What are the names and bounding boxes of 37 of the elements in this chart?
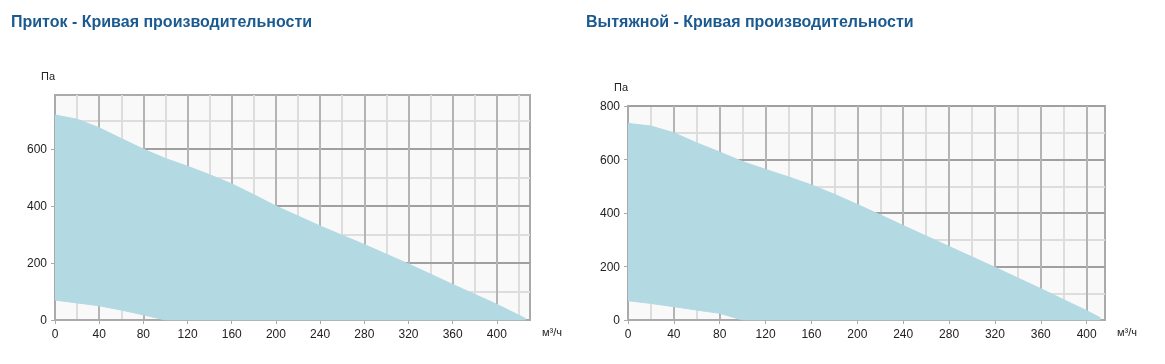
- y-tick-label: 400: [26, 199, 48, 214]
- x-tick-label: 0: [624, 327, 632, 341]
- x-tick-label: 240: [893, 327, 914, 341]
- x-tick-label: 400: [486, 327, 508, 341]
- x-tick-label: 320: [984, 327, 1006, 341]
- x-axis-title: м³/ч: [1117, 325, 1138, 338]
- x-tick-label: 280: [939, 327, 960, 341]
- y-tick-label: 0: [40, 313, 48, 327]
- y-tick-label: 600: [599, 152, 621, 167]
- x-tick-label: 320: [398, 327, 419, 341]
- y-axis-title: Па: [613, 80, 629, 93]
- x-tick-label: 80: [136, 327, 151, 341]
- x-tick-label: 360: [1030, 327, 1052, 341]
- x-axis-title: м³/ч: [542, 325, 563, 338]
- x-tick-label: 200: [847, 327, 868, 341]
- y-tick-label: 400: [599, 206, 621, 220]
- y-tick-label: 600: [26, 142, 48, 157]
- x-tick-label: 120: [177, 327, 198, 341]
- x-tick-label: 120: [755, 327, 776, 341]
- chart-title: Приток - Кривая производительности: [11, 12, 313, 30]
- x-tick-label: 0: [51, 327, 59, 341]
- y-tick-label: 200: [599, 259, 621, 274]
- x-tick-label: 400: [1076, 327, 1097, 341]
- x-tick-label: 360: [442, 327, 464, 341]
- x-tick-label: 280: [354, 327, 375, 341]
- x-tick-label: 40: [92, 327, 107, 341]
- x-tick-label: 40: [667, 327, 681, 341]
- y-tick-label: 0: [613, 313, 621, 327]
- y-tick-label: 200: [26, 256, 48, 271]
- y-axis-title: Па: [40, 69, 56, 82]
- chart-title: Вытяжной - Кривая производительности: [586, 12, 914, 30]
- x-tick-label: 160: [801, 327, 822, 341]
- x-tick-label: 160: [221, 327, 243, 341]
- x-tick-label: 240: [310, 327, 331, 341]
- x-tick-label: 200: [265, 327, 287, 341]
- y-tick-label: 800: [599, 99, 621, 113]
- x-tick-label: 80: [713, 327, 727, 341]
